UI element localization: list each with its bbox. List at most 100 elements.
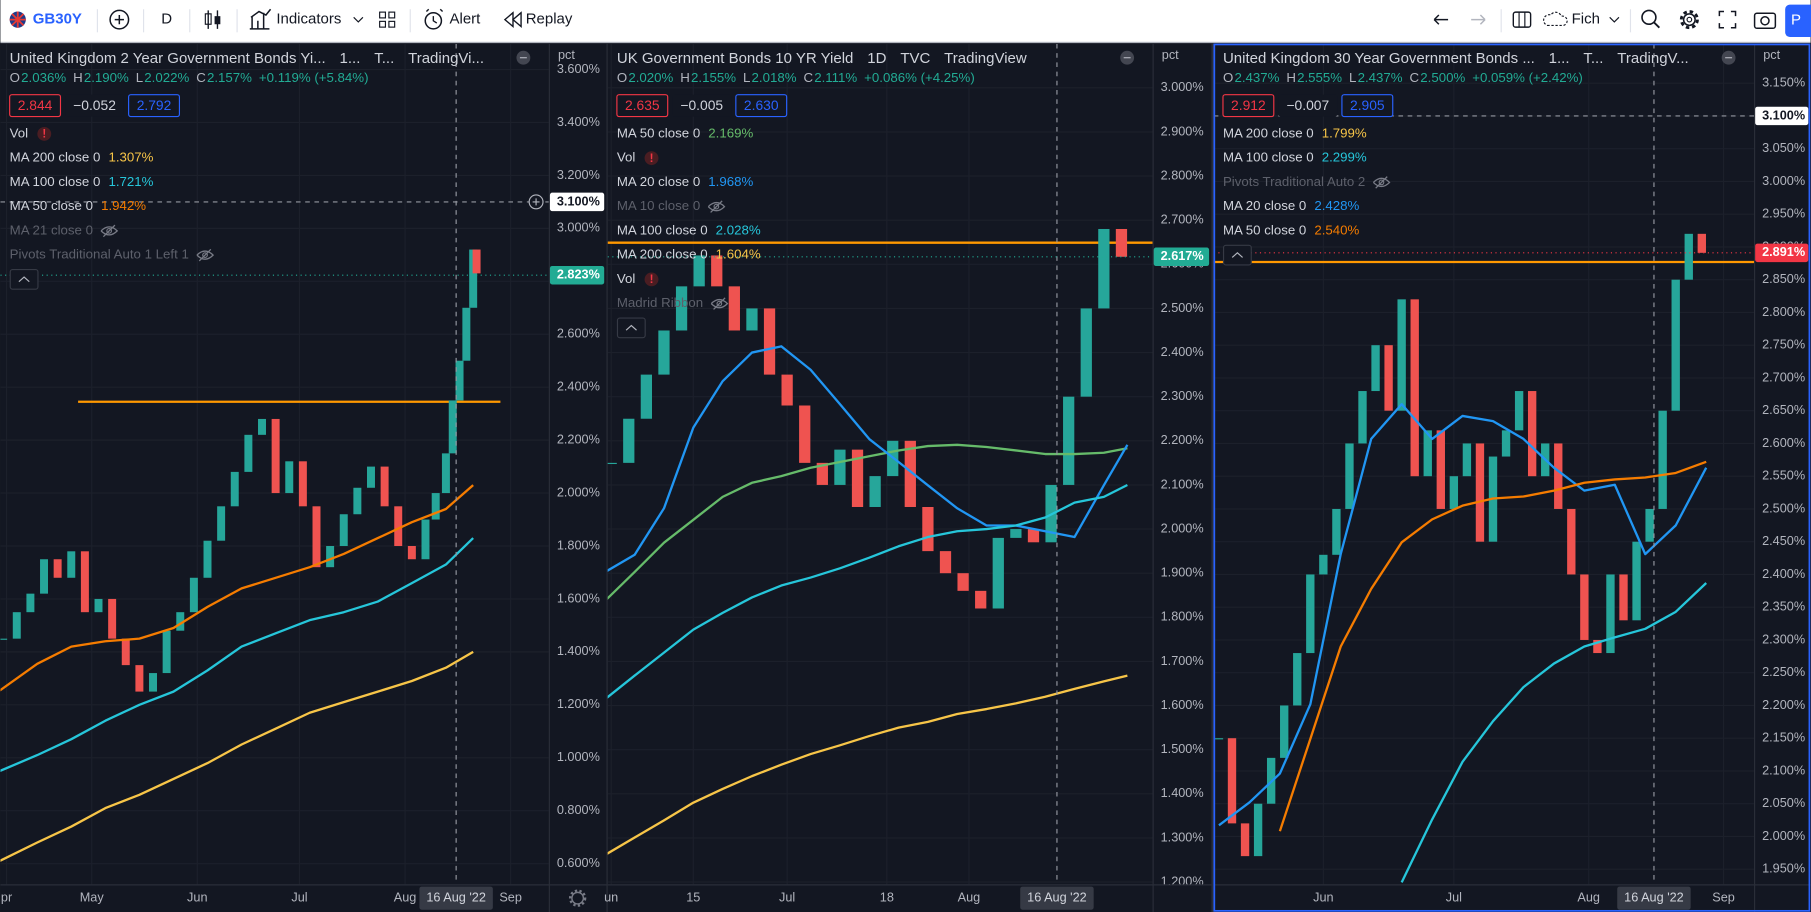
indicator-value: 2.169% — [708, 125, 753, 140]
indicator-label[interactable]: MA 21 close 0 — [10, 222, 93, 237]
indicator-label[interactable]: MA 50 close 0 — [10, 198, 93, 213]
indicator-label[interactable]: Pivots Traditional Auto 1 Left 1 — [10, 247, 189, 262]
symbol-button[interactable]: GB30Y — [9, 11, 82, 28]
settings-button[interactable] — [1679, 10, 1699, 30]
indicator-label[interactable]: MA 50 close 0 — [1223, 222, 1306, 237]
quote-badge[interactable] — [1278, 94, 1338, 117]
crosshair-time-label: 16 Aug '22 — [1027, 891, 1087, 905]
undo-button[interactable] — [1433, 14, 1449, 25]
candle — [94, 598, 103, 613]
y-tick-label: 3.200% — [557, 168, 600, 182]
time-axis-settings[interactable] — [568, 889, 587, 907]
replay-button[interactable]: Replay — [503, 11, 573, 29]
visibility-icon[interactable] — [710, 297, 729, 310]
indicator-label[interactable]: MA 200 close 0 — [617, 247, 708, 262]
indicator-label[interactable]: Madrid Ribbon — [617, 295, 703, 310]
chart-panel[interactable]: 3.000%2.900%2.800%2.700%2.600%2.500%2.40… — [604, 43, 1212, 912]
indicator-label[interactable]: MA 200 close 0 — [1223, 125, 1314, 140]
candle — [1253, 803, 1263, 857]
candle — [53, 559, 62, 578]
compare-button[interactable] — [109, 9, 130, 30]
indicator-warning-mark: ! — [650, 153, 654, 165]
search-button[interactable] — [1641, 9, 1660, 29]
y-tick-label: 0.800% — [557, 803, 600, 817]
legend-title: TradingV... — [1617, 50, 1688, 67]
collapse-legend-button[interactable] — [616, 317, 646, 339]
indicators-button[interactable]: Indicators — [249, 8, 342, 30]
symbol: GB30Y — [33, 11, 82, 28]
alert-button[interactable]: Alert — [424, 8, 481, 30]
collapse-legend-button[interactable] — [9, 268, 39, 290]
quote-badge[interactable] — [65, 94, 124, 117]
ohlc-key: L — [743, 70, 750, 85]
crosshair-time-label: 16 Aug '22 — [426, 891, 486, 905]
visibility-icon[interactable] — [100, 224, 119, 238]
indicator-label[interactable]: MA 10 close 0 — [617, 198, 700, 213]
last-price-label: 2.617% — [1161, 249, 1204, 263]
fullscreen-button[interactable] — [1718, 10, 1737, 29]
candle — [80, 551, 89, 613]
candle — [258, 418, 266, 435]
plot-area — [1213, 43, 1755, 885]
indicator-label[interactable]: Vol — [617, 271, 635, 286]
candle — [1645, 508, 1654, 542]
publish-button[interactable]: P — [1785, 4, 1811, 37]
quote-badge[interactable] — [616, 94, 669, 118]
gear-teeth — [568, 889, 587, 907]
indicator-label[interactable]: MA 200 close 0 — [10, 150, 101, 165]
quote-badge-label: 2.905 — [1350, 97, 1385, 113]
quote-badge-label: 2.635 — [625, 97, 660, 113]
indicator-label[interactable]: Vol — [617, 150, 635, 165]
chevron[interactable] — [353, 16, 364, 23]
indicator-label[interactable]: MA 100 close 0 — [1223, 150, 1314, 165]
indicator-label[interactable]: MA 20 close 0 — [1223, 198, 1306, 213]
y-tick-label: 1.600% — [557, 591, 600, 605]
axis-unit: pct — [1763, 48, 1780, 62]
quote-badge[interactable] — [1341, 94, 1394, 118]
quote-badge[interactable] — [1222, 94, 1275, 118]
chart-panel[interactable]: 3.600%3.400%3.200%3.000%2.800%2.600%2.40… — [0, 43, 607, 912]
interval-button[interactable]: D — [161, 11, 172, 28]
visibility-icon[interactable] — [196, 248, 215, 262]
indicator-label[interactable]: Pivots Traditional Auto 2 — [1223, 174, 1365, 189]
templates-button[interactable] — [379, 11, 396, 28]
indicator-warning[interactable] — [644, 272, 659, 287]
chart-panel[interactable]: 3.150%3.100%3.050%3.000%2.950%2.900%2.85… — [1213, 43, 1811, 912]
indicator-label[interactable]: Vol — [10, 125, 28, 140]
indicator-label[interactable]: MA 20 close 0 — [617, 174, 700, 189]
crosshair-time-box — [419, 886, 493, 910]
indicator-warning[interactable] — [37, 126, 52, 141]
indicator-label[interactable]: MA 100 close 0 — [10, 174, 101, 189]
y-tick-label: 2.300% — [1762, 632, 1805, 646]
candle — [367, 466, 375, 488]
candle — [1319, 554, 1328, 575]
quote-badge[interactable] — [672, 94, 732, 117]
redo-button[interactable] — [1471, 14, 1486, 25]
grid-icon — [388, 20, 396, 28]
collapse-legend-button[interactable] — [1222, 244, 1252, 266]
quote-badge[interactable] — [9, 94, 62, 118]
candle — [1619, 574, 1628, 621]
indicator-label[interactable]: MA 50 close 0 — [617, 125, 700, 140]
indicator-warning[interactable] — [644, 151, 659, 166]
candle — [189, 577, 198, 613]
candle — [1514, 391, 1524, 431]
visibility-icon[interactable] — [1372, 176, 1391, 189]
collapse-icon — [625, 324, 637, 331]
candle — [1010, 529, 1022, 538]
ma-line — [1278, 460, 1707, 832]
indicator-value: 1.968% — [708, 174, 753, 189]
y-tick-label: 1.200% — [557, 697, 600, 711]
candle — [851, 449, 864, 507]
y-tick-label: 2.400% — [557, 380, 600, 394]
indicator-value: 2.540% — [1314, 222, 1359, 237]
indicator-label[interactable]: MA 100 close 0 — [617, 222, 708, 237]
snapshot-button[interactable] — [1753, 12, 1777, 30]
layout-button[interactable] — [1512, 11, 1532, 28]
chart-type-button[interactable] — [204, 10, 221, 29]
quote-badge[interactable] — [735, 94, 788, 118]
visibility-icon[interactable] — [707, 200, 726, 213]
quote-badge[interactable] — [128, 94, 181, 118]
save-button[interactable]: Fich — [1543, 11, 1620, 28]
ohlc-value: 2.437% — [1234, 70, 1279, 85]
